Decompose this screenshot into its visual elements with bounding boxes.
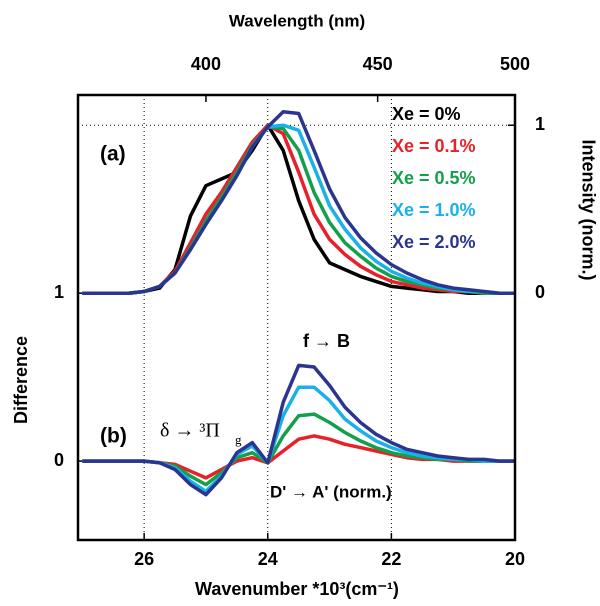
panel-label: (a) bbox=[100, 143, 126, 166]
y2-tick-label: 0 bbox=[535, 282, 545, 302]
x2-tick-label: 400 bbox=[191, 54, 221, 74]
x-tick-label: 22 bbox=[381, 549, 401, 569]
y-tick-label: 1 bbox=[54, 282, 64, 302]
y-axis-title: Difference bbox=[11, 336, 31, 424]
annotation: D' → A' (norm.) bbox=[270, 482, 392, 501]
y2-tick-label: 1 bbox=[535, 114, 545, 134]
legend-entry: Xe = 0% bbox=[392, 104, 461, 124]
x-tick-label: 24 bbox=[258, 549, 278, 569]
x-tick-label: 20 bbox=[505, 549, 525, 569]
legend-entry: Xe = 2.0% bbox=[392, 232, 476, 252]
x-axis-title: Wavenumber *10³(cm⁻¹) bbox=[195, 579, 399, 599]
y-tick-label: 0 bbox=[54, 450, 64, 470]
data-line bbox=[82, 363, 515, 497]
legend-entry: Xe = 0.1% bbox=[392, 136, 476, 156]
legend-entry: Xe = 1.0% bbox=[392, 200, 476, 220]
panel-label: (b) bbox=[100, 425, 127, 448]
plot-frame bbox=[76, 93, 517, 542]
y2-axis-title: Intensity (norm.) bbox=[578, 139, 598, 280]
annotation: δ → ³Π bbox=[160, 420, 220, 442]
data-line bbox=[82, 412, 515, 487]
top-axis-title: Wavelength (nm) bbox=[229, 11, 365, 30]
annotation-subscript: g bbox=[235, 432, 242, 447]
annotation: f → B bbox=[303, 331, 350, 351]
legend-entry: Xe = 0.5% bbox=[392, 168, 476, 188]
x2-tick-label: 500 bbox=[500, 54, 530, 74]
data-line bbox=[82, 110, 515, 295]
x2-tick-label: 450 bbox=[363, 54, 393, 74]
x-tick-label: 26 bbox=[134, 549, 154, 569]
